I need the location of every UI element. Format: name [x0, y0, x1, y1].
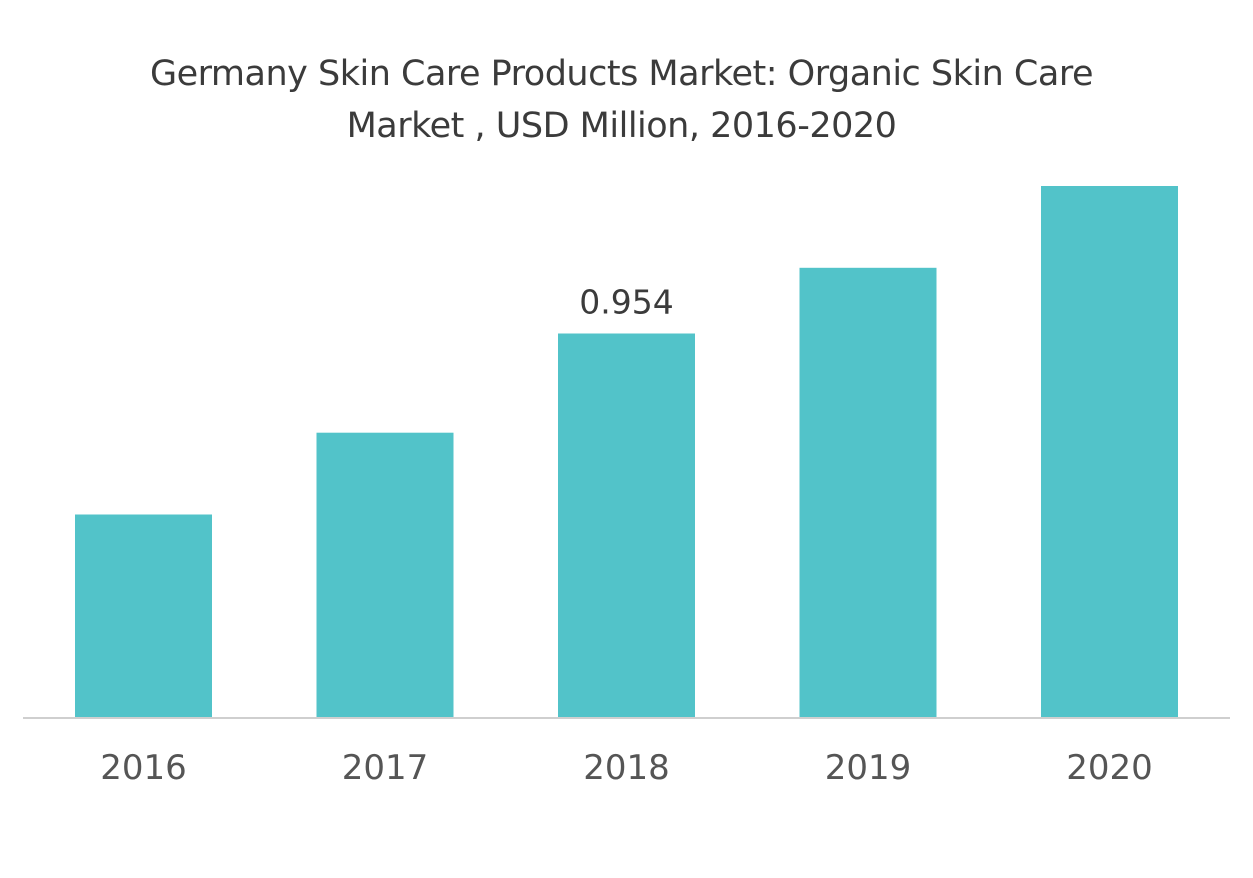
labels-layer: 0.954 [579, 283, 673, 322]
x-tick-label-2016: 2016 [100, 748, 187, 788]
bar-2018 [558, 333, 695, 718]
bar-2020 [1041, 186, 1178, 718]
x-tick-label-2018: 2018 [583, 748, 670, 788]
x-axis-tick-labels: 2016 2017 2018 2019 2020 [100, 748, 1153, 788]
data-label-2018: 0.954 [579, 283, 673, 322]
bar-2016 [75, 514, 212, 718]
x-tick-label-2017: 2017 [342, 748, 429, 788]
chart-title: Germany Skin Care Products Market: Organ… [150, 54, 1093, 146]
bars-layer [75, 186, 1178, 718]
bar-2019 [799, 267, 937, 718]
bar-2017 [316, 432, 454, 718]
x-tick-label-2020: 2020 [1066, 748, 1153, 788]
x-tick-label-2019: 2019 [825, 748, 912, 788]
